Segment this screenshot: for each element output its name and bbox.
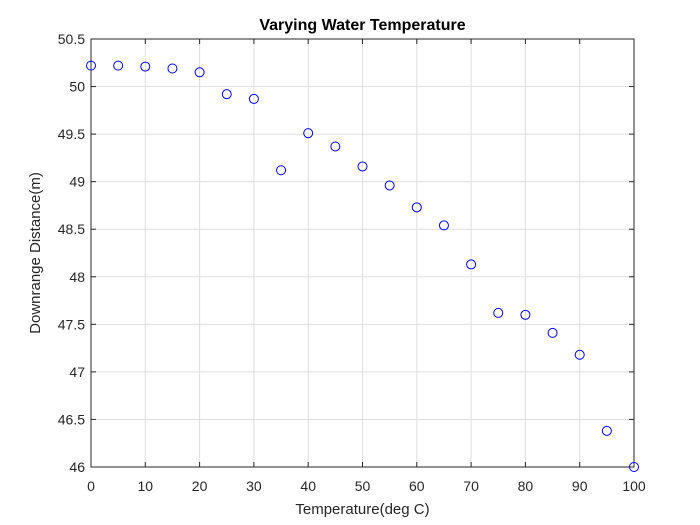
- x-tick-label: 100: [622, 478, 646, 494]
- x-tick-label: 90: [572, 478, 588, 494]
- y-tick-label: 50: [69, 79, 85, 95]
- data-points: [86, 60, 639, 472]
- data-point: [357, 161, 368, 172]
- x-axis-label: Temperature(deg C): [295, 501, 429, 518]
- data-point: [113, 60, 124, 71]
- y-tick-label: 48.5: [58, 221, 85, 237]
- data-point: [221, 89, 232, 100]
- y-tick-label: 49: [69, 174, 85, 190]
- data-point: [493, 307, 504, 318]
- data-point: [520, 309, 531, 320]
- y-tick-label: 48: [69, 269, 85, 285]
- data-point: [438, 220, 449, 231]
- data-point: [629, 462, 639, 472]
- x-tick-label: 50: [355, 478, 371, 494]
- data-point: [86, 60, 96, 71]
- data-point: [574, 349, 585, 360]
- x-tick-label: 30: [246, 478, 262, 494]
- y-axis-label: Downrange Distance(m): [27, 172, 44, 334]
- x-tick-label: 80: [518, 478, 534, 494]
- data-point: [303, 128, 314, 139]
- x-tick-label: 20: [192, 478, 208, 494]
- x-tick-label: 70: [463, 478, 479, 494]
- data-point: [411, 202, 422, 213]
- data-point: [547, 327, 558, 338]
- y-tick-label: 46.5: [58, 411, 85, 427]
- x-tick-label: 0: [87, 478, 95, 494]
- data-point: [276, 165, 287, 176]
- y-tick-label: 47: [69, 364, 85, 380]
- x-tick-label: 40: [300, 478, 316, 494]
- chart-title: Varying Water Temperature: [259, 17, 465, 34]
- x-tick-label: 10: [138, 478, 154, 494]
- data-point: [194, 67, 205, 78]
- data-point: [384, 180, 395, 191]
- data-point: [330, 141, 341, 152]
- x-tick-label: 60: [409, 478, 425, 494]
- data-point: [466, 259, 477, 270]
- data-point: [167, 63, 178, 74]
- data-point: [248, 93, 259, 104]
- y-tick-label: 50.5: [58, 31, 85, 47]
- ticks: 0 10 20 30 40 50 60 70 80 90 100 46 46.5 47 47.5 48 48.5…: [58, 31, 646, 494]
- data-point: [140, 61, 151, 72]
- data-point: [601, 425, 612, 436]
- y-tick-label: 46: [69, 459, 85, 475]
- y-tick-label: 49.5: [58, 126, 85, 142]
- y-tick-label: 47.5: [58, 316, 85, 332]
